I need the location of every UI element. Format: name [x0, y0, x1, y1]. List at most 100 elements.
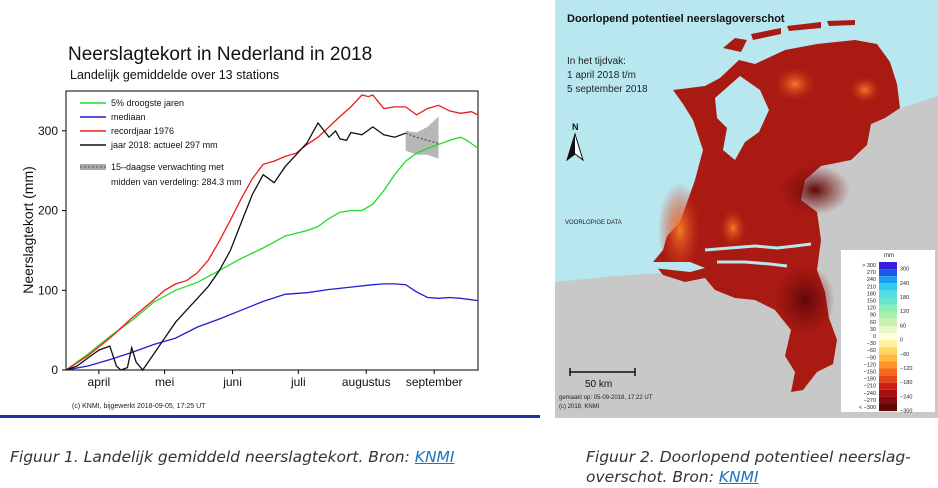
figure-divider — [0, 415, 540, 418]
y-tick-label: 100 — [38, 283, 58, 297]
legend-right-label: 60 — [900, 323, 906, 329]
legend-left-label: 120 — [867, 306, 876, 312]
chart-title: Neerslagtekort in Nederland in 2018 — [68, 44, 372, 65]
caption-1-text: Figuur 1. Landelijk gemiddeld neerslagte… — [10, 448, 415, 466]
legend-left-label: > 300 — [862, 263, 876, 269]
chart-subtitle: Landelijk gemiddelde over 13 stations — [70, 68, 279, 82]
legend-right-label: −120 — [900, 366, 912, 372]
legend-left-label: −60 — [867, 348, 876, 354]
hot-spot-holland — [719, 208, 747, 248]
legend-left-label: −240 — [864, 391, 876, 397]
legend-color-band — [879, 283, 897, 291]
x-tick-label: juni — [222, 375, 242, 389]
period-label: In het tijdvak: — [567, 56, 626, 67]
legend-note: midden van verdeling: 284.3 mm — [111, 177, 242, 187]
map-title: Doorlopend potentieel neerslagoverschot — [567, 13, 785, 25]
legend-unit: mm — [884, 253, 894, 259]
caption-2-text: Figuur 2. Doorlopend potentieel neerslag… — [586, 448, 911, 486]
legend-color-band — [879, 340, 897, 348]
legend-color-band — [879, 325, 897, 333]
legend-left-label: 180 — [867, 291, 876, 297]
legend-left-label: −90 — [867, 355, 876, 361]
series-line-4 — [405, 132, 439, 145]
legend-left-label: 150 — [867, 299, 876, 305]
legend-color-band — [879, 375, 897, 383]
chart-footer: (c) KNMI, bijgewerkt 2018-09-05, 17:25 U… — [72, 403, 206, 410]
legend-left-label: 90 — [870, 313, 876, 319]
legend-label: recordjaar 1976 — [111, 126, 174, 136]
legend-left-label: 60 — [870, 320, 876, 326]
legend-color-band — [879, 333, 897, 341]
legend-color-band — [879, 297, 897, 305]
hot-spot-west-coast — [658, 182, 702, 278]
hot-spot-northeast — [849, 76, 881, 104]
legend-color-band — [879, 404, 897, 412]
legend-color-band — [879, 262, 897, 270]
zeeland-estuary — [653, 262, 705, 272]
legend-right-label: 0 — [900, 338, 903, 344]
legend-left-label: −180 — [864, 377, 876, 383]
x-tick-label: april — [88, 375, 111, 389]
x-tick-label: juli — [290, 375, 306, 389]
legend-left-label: 30 — [870, 327, 876, 333]
x-tick-label: mei — [155, 375, 174, 389]
north-arrow-shade — [567, 134, 575, 160]
legend-color-band — [879, 396, 897, 404]
rivers — [704, 242, 812, 268]
legend-right-label: −300 — [900, 409, 912, 415]
legend-right-label: −240 — [900, 394, 912, 400]
y-tick-label: 0 — [51, 363, 58, 377]
hot-spot-north — [773, 66, 817, 102]
figure-1-chart: Neerslagtekort in Nederland in 2018 Land… — [0, 44, 540, 418]
series-line-0 — [65, 136, 479, 371]
wadden-islands — [723, 20, 855, 52]
caption-1-knmi-link[interactable]: KNMI — [414, 448, 455, 466]
legend-color-band — [879, 290, 897, 298]
legend-right-label: 240 — [900, 281, 909, 287]
figure-2-map: Doorlopend potentieel neerslagoverschot … — [555, 0, 938, 418]
legend-right-label: 120 — [900, 309, 909, 315]
legend-color-band — [879, 382, 897, 390]
figure-2-caption: Figuur 2. Doorlopend potentieel neerslag… — [586, 447, 926, 487]
legend-right-label: 300 — [900, 267, 909, 273]
legend-right-label: −180 — [900, 380, 912, 386]
plot-frame — [65, 90, 479, 371]
map-footer-made: gemaakt op: 05-09-2018, 17:22 UT — [559, 395, 653, 401]
north-label: N — [572, 122, 579, 132]
series-line-3 — [65, 121, 406, 372]
legend-color-band — [879, 311, 897, 319]
legend-left-label: −210 — [864, 384, 876, 390]
y-tick-label: 200 — [38, 204, 58, 218]
dark-spot-east — [780, 165, 850, 215]
legend-color-band — [879, 354, 897, 362]
legend-label: 15–daagse verwachting met — [111, 162, 224, 172]
legend-color-band — [879, 276, 897, 284]
netherlands-land — [653, 40, 900, 392]
legend-label: 5% droogste jaren — [111, 98, 184, 108]
map-footer-copy: (c) 2018, KNMI — [559, 404, 600, 410]
legend-left-label: −120 — [864, 362, 876, 368]
legend-color-band — [879, 361, 897, 369]
ijsselmeer — [715, 76, 769, 160]
x-tick-label: september — [406, 375, 463, 389]
legend-left-label: < −300 — [859, 405, 876, 411]
legend-left-label: 210 — [867, 284, 876, 290]
legend-left-label: −150 — [864, 370, 876, 376]
legend-right-label: 180 — [900, 295, 909, 301]
forecast-band — [405, 116, 439, 159]
legend-color-band — [879, 304, 897, 312]
y-tick-label: 300 — [38, 124, 58, 138]
legend-left-label: −30 — [867, 341, 876, 347]
scale-label: 50 km — [585, 379, 612, 390]
legend-color-band — [879, 318, 897, 326]
legend-color-band — [879, 389, 897, 397]
provisional-label: VOORLOPIGE DATA — [565, 220, 622, 226]
dark-spot-south — [775, 265, 835, 335]
legend-color-band — [879, 269, 897, 277]
x-tick-label: augustus — [342, 375, 391, 389]
series-line-1 — [65, 283, 479, 371]
legend-left-label: 270 — [867, 270, 876, 276]
caption-2-knmi-link[interactable]: KNMI — [718, 468, 759, 486]
legend-label: jaar 2018: actueel 297 mm — [110, 140, 218, 150]
legend-color-band — [879, 347, 897, 355]
